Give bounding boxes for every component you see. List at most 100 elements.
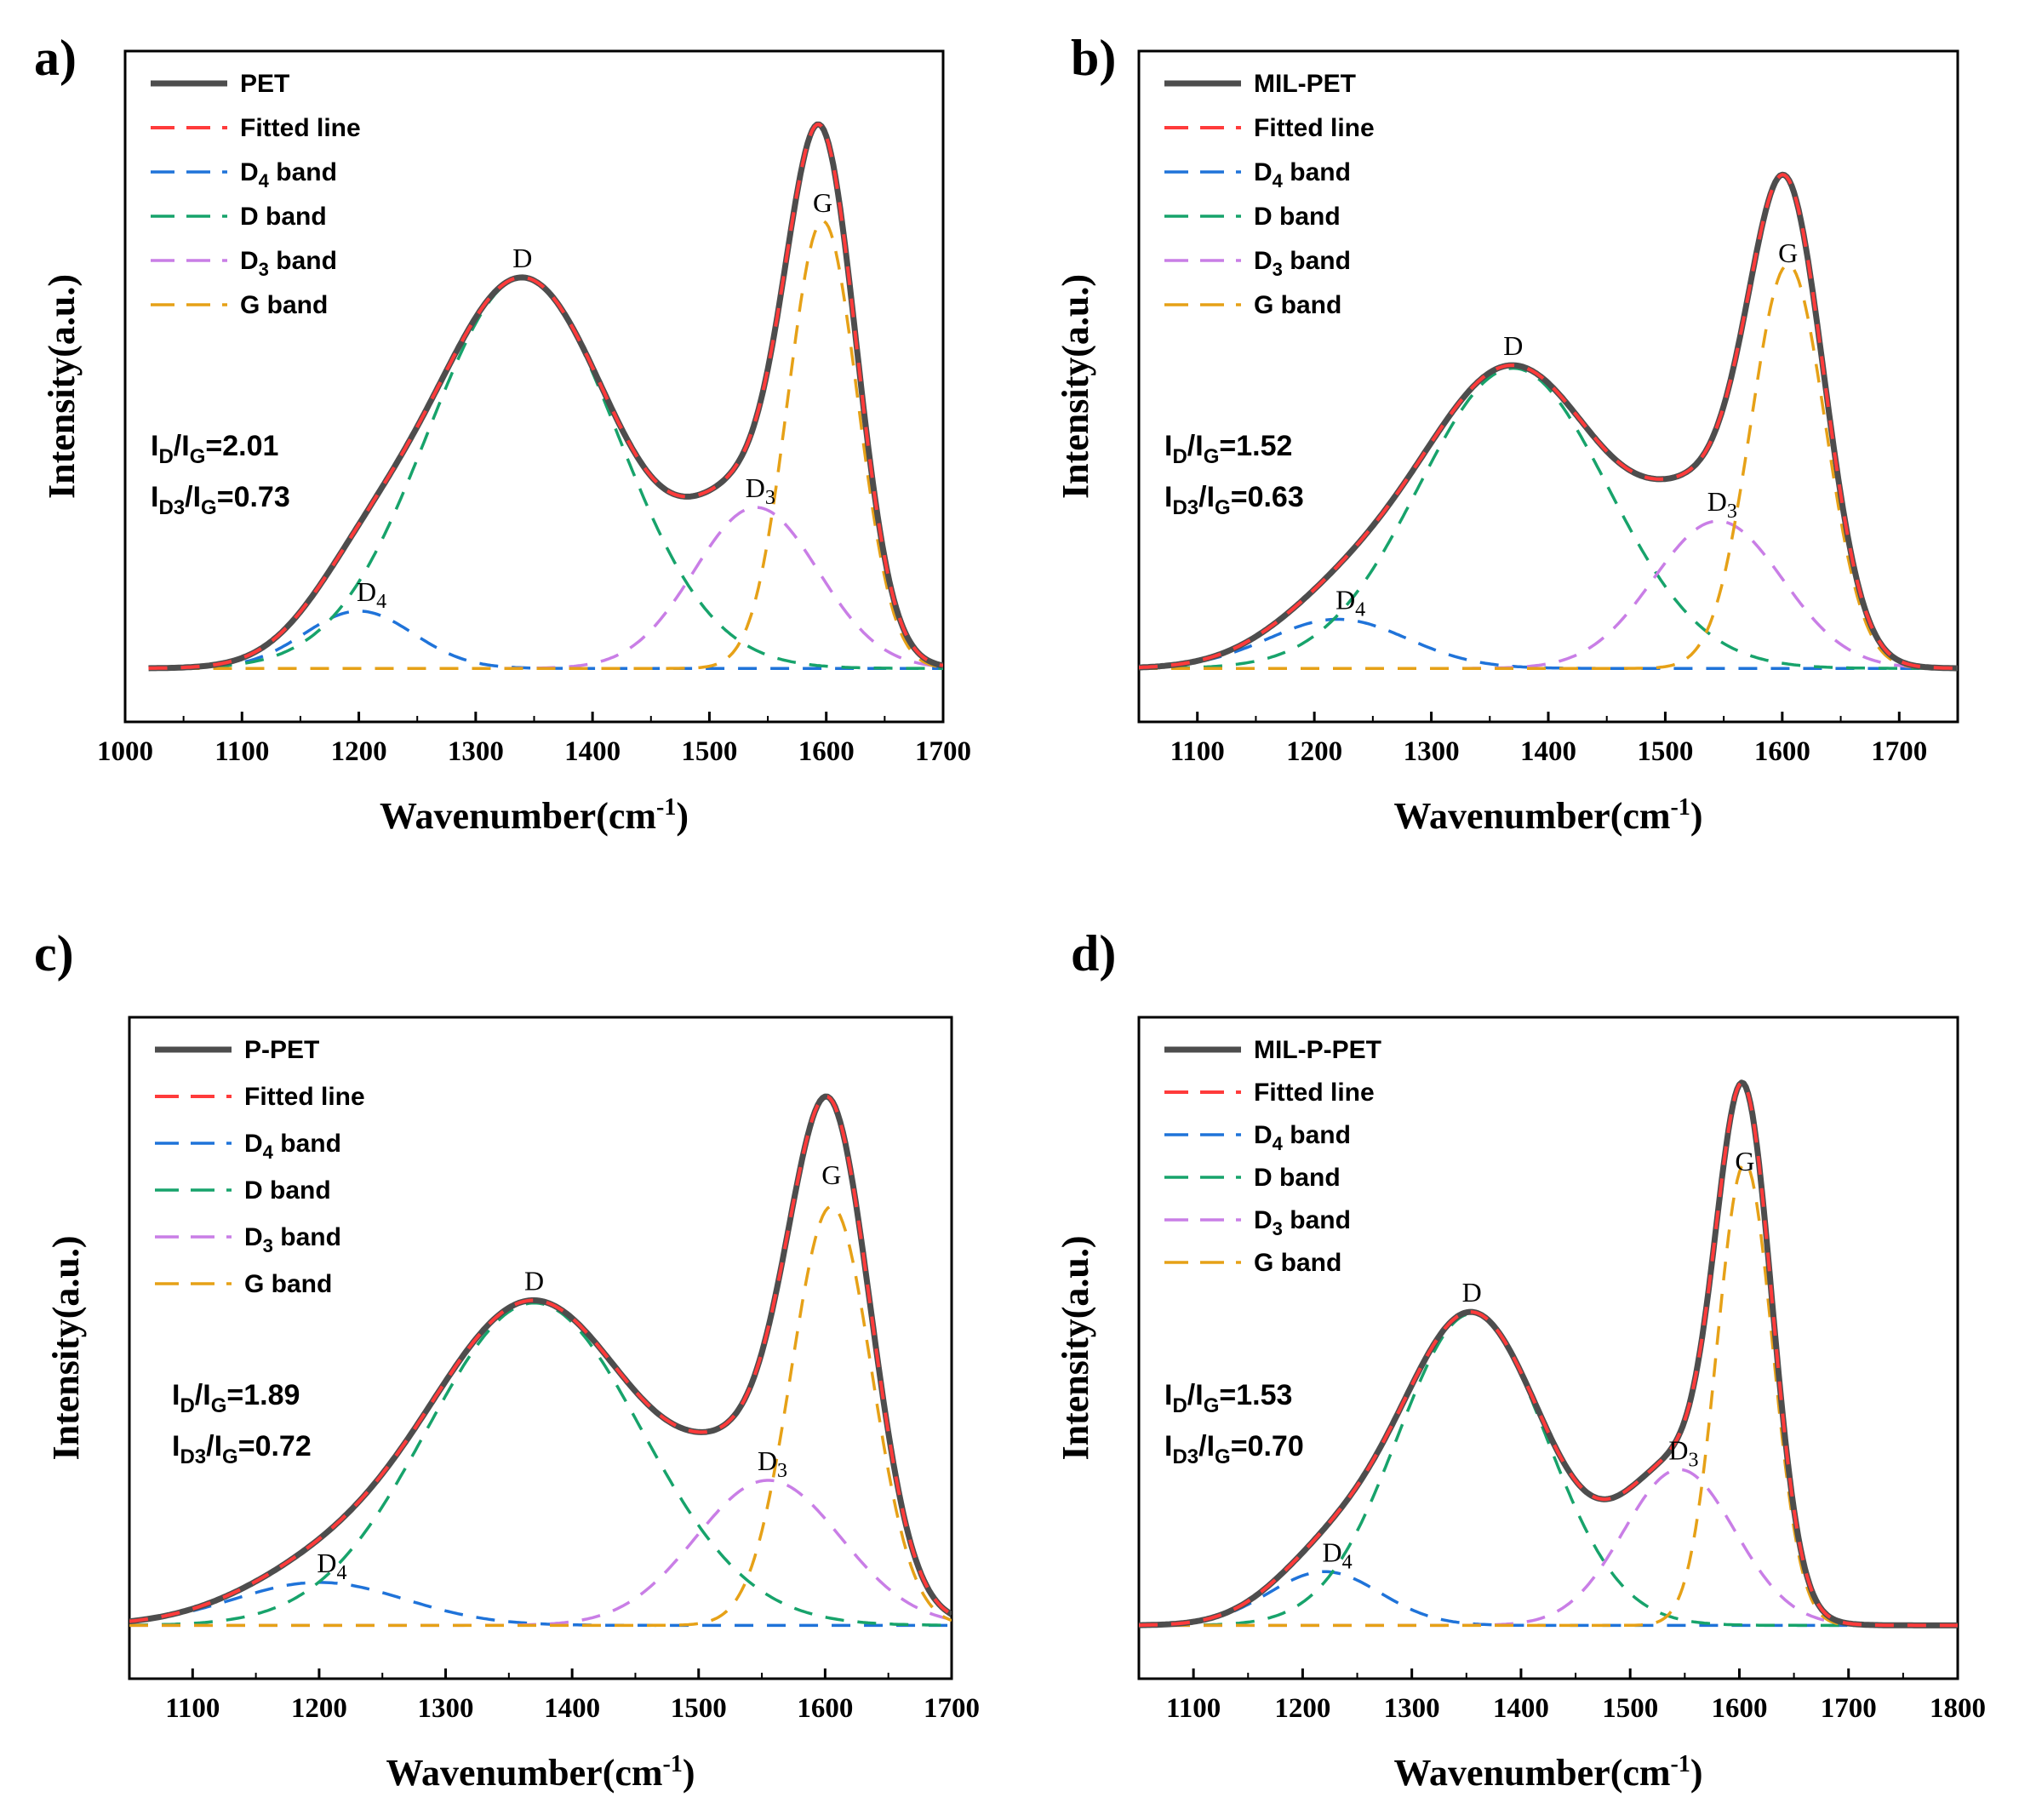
fitted-line: [148, 123, 943, 670]
x-tick-label: 1000: [97, 736, 153, 767]
x-tick-label: 1800: [1930, 1693, 1986, 1724]
ratio-label: ID/IG=2.01: [151, 430, 278, 468]
x-tick-label: 1400: [544, 1693, 600, 1724]
legend-item: D4 band: [1164, 1121, 1351, 1154]
x-axis-title: Wavenumber(cm-1): [386, 1751, 695, 1794]
peak-label-G: G: [1735, 1146, 1754, 1176]
plot-frame: [1137, 1016, 1959, 1680]
fitted-line: [1139, 1080, 1958, 1628]
panel-letter: d): [1071, 925, 1116, 982]
peak-label-D4: D4: [1336, 584, 1365, 621]
band-curve-D: [148, 277, 943, 670]
x-tick-label: 1400: [564, 736, 621, 767]
legend-label: D band: [240, 203, 327, 231]
x-tick-label: 1600: [797, 1693, 853, 1724]
band-curve-D4: [148, 610, 943, 670]
panel-letter: c): [34, 925, 74, 982]
legend-item: D3 band: [155, 1223, 341, 1256]
band-curve-D4: [129, 1581, 952, 1628]
legend-label: D3 band: [240, 247, 337, 280]
panel-letter: b): [1071, 30, 1116, 86]
ratio-label: ID3/IG=0.63: [1164, 481, 1304, 519]
legend-label: D4 band: [244, 1130, 341, 1163]
plot-frame: [123, 49, 945, 724]
x-tick-label: 1500: [671, 1693, 727, 1724]
y-axis-title: Intensity(a.u.): [1055, 1235, 1096, 1460]
legend-label: D band: [1254, 203, 1341, 231]
legend-item: Fitted line: [151, 114, 361, 142]
plot-frame: [128, 1016, 953, 1680]
x-tick-label: 1100: [165, 1693, 220, 1724]
x-tick-label: 1200: [331, 736, 387, 767]
band-curve-G: [1139, 263, 1958, 670]
band-curve-D3: [1139, 519, 1958, 670]
band-curve-D3: [1139, 1468, 1958, 1628]
x-tick-label: 1100: [1170, 736, 1225, 767]
peak-label-D: D: [1462, 1277, 1482, 1308]
legend-label: Fitted line: [1254, 114, 1375, 142]
peak-label-D: D: [1503, 330, 1523, 361]
legend-item: G band: [151, 291, 328, 319]
panel-d: d) 1100 1200 1300 1400 1500 1600 1700 1800 Wavenu…: [1055, 925, 1986, 1794]
x-tick-label: 1300: [418, 1693, 474, 1724]
x-tick-label: 1500: [681, 736, 737, 767]
legend-item: Fitted line: [1164, 1079, 1375, 1107]
x-axis-title: Wavenumber(cm-1): [1393, 1751, 1702, 1794]
legend-label: MIL-PET: [1254, 70, 1356, 98]
legend-label: G band: [1254, 1249, 1341, 1277]
band-curve-D: [129, 1301, 952, 1627]
fitted-line: [129, 1095, 952, 1623]
x-tick-label: 1600: [1711, 1693, 1767, 1724]
legend-item: Fitted line: [155, 1083, 365, 1111]
legend-label: Fitted line: [244, 1083, 365, 1111]
legend-label: MIL-P-PET: [1254, 1036, 1381, 1064]
x-tick-label: 1300: [1404, 736, 1460, 767]
y-axis-title: Intensity(a.u.): [45, 1235, 87, 1460]
x-axis-title: Wavenumber(cm-1): [1393, 794, 1702, 837]
peak-label-G: G: [1778, 238, 1798, 268]
panel-b: b) 1100 1200 1300 1400 1500 1600 1700 Wavenumber…: [1055, 30, 1959, 837]
y-axis-title: Intensity(a.u.): [41, 274, 83, 499]
legend-item: D band: [151, 203, 327, 231]
legend-item: Fitted line: [1164, 114, 1375, 142]
x-tick-label: 1100: [1166, 1693, 1221, 1724]
legend-label: D3 band: [1254, 247, 1351, 280]
x-tick-label: 1200: [1274, 1693, 1330, 1724]
legend-label: D4 band: [240, 158, 337, 192]
legend-item: D4 band: [155, 1130, 341, 1163]
peak-label-D: D: [512, 243, 532, 273]
x-tick-label: 1200: [291, 1693, 347, 1724]
legend-item: MIL-P-PET: [1164, 1036, 1381, 1064]
legend-label: G band: [244, 1270, 332, 1298]
legend-item: G band: [1164, 291, 1341, 319]
legend-label: P-PET: [244, 1036, 319, 1064]
legend-label: G band: [240, 291, 328, 319]
legend-item: D4 band: [1164, 158, 1351, 192]
x-tick-label: 1200: [1286, 736, 1342, 767]
plot-area: [147, 121, 943, 672]
legend-item: D band: [155, 1176, 331, 1205]
panel-a: a) 1000 1100 1200 1300 1400 1500 1600 1700 Wavenu…: [34, 30, 971, 837]
x-tick-label: 1300: [1384, 1693, 1440, 1724]
plot-area: [1139, 171, 1958, 672]
legend-label: D3 band: [1254, 1206, 1351, 1239]
legend-item: D band: [1164, 203, 1341, 231]
ratio-label: ID/IG=1.53: [1164, 1379, 1292, 1417]
x-tick-label: 1500: [1602, 1693, 1658, 1724]
x-tick-label: 1100: [214, 736, 269, 767]
legend-item: MIL-PET: [1164, 70, 1356, 98]
legend-label: Fitted line: [1254, 1079, 1375, 1107]
legend-label: D3 band: [244, 1223, 341, 1256]
x-tick-label: 1700: [915, 736, 971, 767]
y-axis-title: Intensity(a.u.): [1055, 274, 1096, 499]
ratio-label: ID/IG=1.89: [172, 1379, 300, 1417]
x-tick-label: 1500: [1637, 736, 1693, 767]
peak-label-D3: D3: [1707, 486, 1737, 523]
peak-label-D: D: [524, 1265, 544, 1296]
legend-item: G band: [155, 1270, 332, 1298]
panel-c: c) 1100 1200 1300 1400 1500 1600 1700 Wavenumber…: [34, 925, 980, 1794]
band-curve-D4: [1139, 1570, 1958, 1628]
x-tick-label: 1700: [924, 1693, 980, 1724]
legend-item: PET: [151, 70, 289, 98]
x-axis-title: Wavenumber(cm-1): [380, 794, 689, 837]
